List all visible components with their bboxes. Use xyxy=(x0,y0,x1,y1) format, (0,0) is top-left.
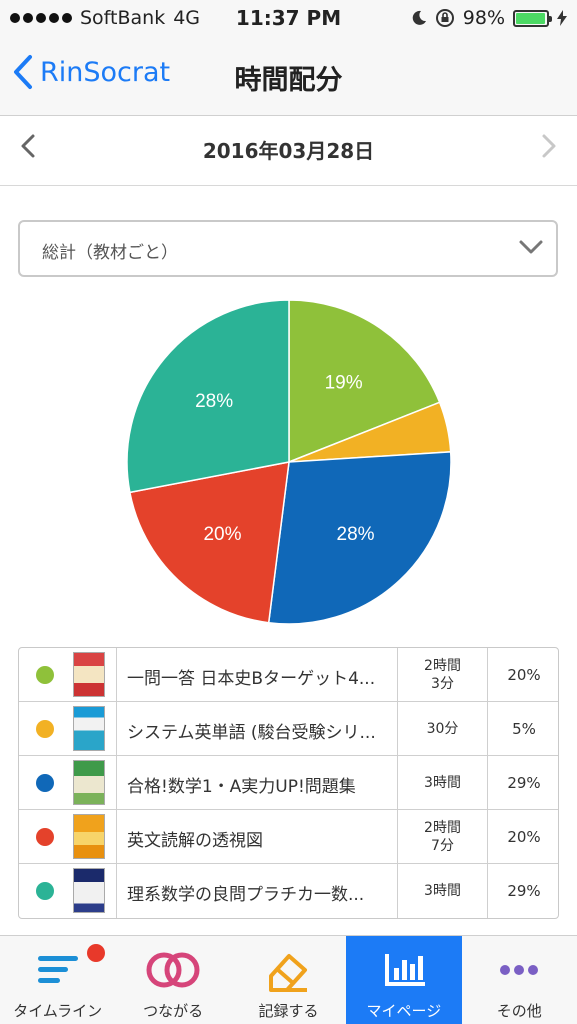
table-row[interactable]: 合格!数学1・A実力UP!問題集 3時間 29% xyxy=(19,756,558,810)
pie-slice xyxy=(288,299,441,464)
back-button[interactable]: RinSocrat xyxy=(12,54,170,90)
previous-date-button[interactable] xyxy=(20,133,36,163)
pie-slice-label: 28% xyxy=(195,391,233,412)
tab-label: その他 xyxy=(496,1002,542,1020)
chevron-left-icon xyxy=(14,55,32,89)
time-percent: 29% xyxy=(507,774,541,792)
mypage-chart-icon xyxy=(384,954,425,986)
page-title: 時間配分 xyxy=(234,65,343,96)
study-time: 3時間 xyxy=(398,864,488,918)
tab-connect[interactable]: つながる xyxy=(115,936,230,1024)
book-cover-image xyxy=(73,652,105,697)
tab-mypage[interactable]: マイページ xyxy=(346,936,462,1024)
moon-icon xyxy=(412,10,426,25)
tab-bar: タイムライン つながる 記録する マイページ xyxy=(0,935,577,1024)
charging-bolt-icon xyxy=(557,10,567,26)
legend-dot xyxy=(36,882,54,900)
pie-slice-label: 20% xyxy=(203,524,241,545)
legend-dot xyxy=(36,720,54,738)
time-distribution-chart: 19% 28% 20% 28% xyxy=(0,290,577,635)
status-right: 98% xyxy=(411,7,567,29)
time-percent: 5% xyxy=(512,720,536,738)
material-title: 合格!数学1・A実力UP!問題集 xyxy=(117,756,398,809)
status-time: 11:37 PM xyxy=(235,6,342,30)
network-type: 4G xyxy=(173,7,201,29)
table-row[interactable]: システム英単語 (駿台受験シリ... 30分 5% xyxy=(19,702,558,756)
timeline-icon xyxy=(37,956,78,983)
chevron-right-icon xyxy=(542,134,556,158)
pie-slice-label: 28% xyxy=(337,524,375,545)
time-percent: 20% xyxy=(507,828,541,846)
status-bar: SoftBank 4G 11:37 PM 98% xyxy=(0,0,577,38)
pie-slice xyxy=(126,299,290,494)
battery-icon xyxy=(513,9,552,27)
study-time: 3時間 xyxy=(398,756,488,809)
material-title: 英文読解の透視図 xyxy=(117,810,398,863)
legend-dot xyxy=(36,666,54,684)
book-cover-image xyxy=(73,868,105,913)
connect-icon xyxy=(146,952,200,988)
pie-slice xyxy=(128,461,290,624)
legend-dot xyxy=(36,828,54,846)
table-row[interactable]: 一問一答 日本史Bターゲット4... 2時間 3分 20% xyxy=(19,648,558,702)
record-icon xyxy=(269,954,308,992)
aggregation-select[interactable]: 総計（教材ごと） xyxy=(18,220,558,277)
legend-dot xyxy=(36,774,54,792)
time-percent: 20% xyxy=(507,666,541,684)
status-left: SoftBank 4G xyxy=(10,7,200,29)
tab-label: タイムライン xyxy=(13,1002,103,1020)
tab-record[interactable]: 記録する xyxy=(231,936,346,1024)
book-cover-image xyxy=(73,814,105,859)
book-cover-image xyxy=(73,760,105,805)
tab-label: つながる xyxy=(143,1002,204,1020)
table-row[interactable]: 英文読解の透視図 2時間 7分 20% xyxy=(19,810,558,864)
study-time: 2時間 7分 xyxy=(398,810,488,863)
book-cover-image xyxy=(73,706,105,751)
signal-strength-icon xyxy=(10,13,72,23)
aggregation-select-value: 総計（教材ごと） xyxy=(42,243,178,263)
table-row[interactable]: 理系数学の良問プラチカ一数... 3時間 29% xyxy=(19,864,558,918)
material-title: 理系数学の良問プラチカ一数... xyxy=(117,864,398,918)
material-title: 一問一答 日本史Bターゲット4... xyxy=(117,648,398,701)
rotation-lock-icon xyxy=(435,9,454,27)
pie-chart: 19% 28% 20% 28% xyxy=(126,299,452,625)
current-date: 2016年03月28日 xyxy=(202,139,375,163)
tab-label: マイページ xyxy=(366,1002,442,1020)
more-icon xyxy=(500,965,539,975)
next-date-button[interactable] xyxy=(541,133,557,163)
material-title: システム英単語 (駿台受験シリ... xyxy=(117,702,398,755)
tab-label: 記録する xyxy=(258,1002,319,1020)
navigation-bar: RinSocrat 時間配分 xyxy=(0,38,577,116)
time-percent: 29% xyxy=(507,882,541,900)
carrier-name: SoftBank xyxy=(80,7,166,29)
chevron-down-icon xyxy=(519,240,543,254)
back-button-label: RinSocrat xyxy=(40,56,171,88)
chevron-left-icon xyxy=(21,134,35,158)
material-table: 一問一答 日本史Bターゲット4... 2時間 3分 20% システム英単語 (駿台… xyxy=(18,647,559,919)
notification-badge xyxy=(87,944,105,962)
pie-slice xyxy=(267,451,452,625)
study-time: 30分 xyxy=(398,702,488,755)
tab-more[interactable]: その他 xyxy=(462,936,577,1024)
tab-timeline[interactable]: タイムライン xyxy=(0,936,115,1024)
battery-percent: 98% xyxy=(462,7,505,29)
pie-slice-label: 19% xyxy=(325,373,363,394)
date-selector: 2016年03月28日 xyxy=(0,116,577,186)
study-time: 2時間 3分 xyxy=(398,648,488,701)
